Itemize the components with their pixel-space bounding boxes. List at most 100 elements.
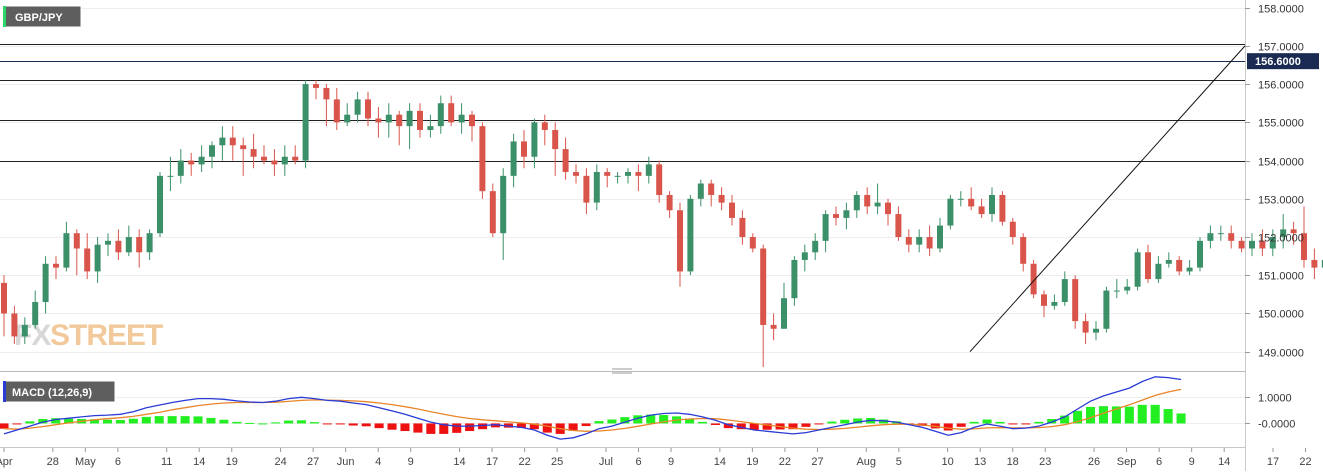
- support-resistance-lines: [0, 44, 1245, 162]
- candle-down: [115, 240, 122, 253]
- candle-up: [1186, 267, 1193, 272]
- date-tick-label: 19: [226, 456, 238, 468]
- price-tick-label: 152.0000: [1258, 233, 1304, 245]
- candle-up: [1269, 237, 1276, 249]
- macd-hist-bar-up: [309, 422, 319, 424]
- macd-hist-bar-up: [620, 417, 630, 424]
- macd-hist-bar-down: [568, 423, 578, 431]
- watermark-street: STREET: [50, 319, 163, 352]
- macd-hist-bar-up: [646, 414, 656, 424]
- macd-hist-bar-up: [1060, 415, 1070, 424]
- candle-up: [531, 122, 538, 157]
- macd-hist-bar-up: [219, 419, 229, 424]
- candle-up: [1249, 240, 1255, 249]
- candle-down: [656, 164, 663, 195]
- candle-up: [916, 237, 923, 245]
- candle-down: [1311, 259, 1318, 268]
- candle-up: [937, 225, 943, 249]
- macd-hist-bar-up: [1163, 409, 1173, 424]
- candle-up: [1103, 290, 1110, 329]
- date-tick-label: 28: [47, 456, 59, 468]
- candle-down: [250, 149, 257, 157]
- macd-hist-bar-down: [452, 423, 462, 433]
- candle-down: [448, 103, 455, 123]
- macd-hist-bar-up: [594, 421, 604, 424]
- macd-badge-accent: [3, 381, 6, 402]
- macd-hist-bar-up: [1085, 406, 1096, 424]
- price-tick-label: 157.0000: [1258, 42, 1304, 54]
- candle-down: [666, 194, 673, 211]
- price-axis: 158.0000 157.0000 156.0000 155.0000 154.0000…: [1245, 4, 1304, 360]
- candle-up: [614, 175, 621, 177]
- candle-up: [42, 263, 49, 303]
- candle-up: [812, 240, 819, 253]
- candle-up: [801, 252, 808, 260]
- candle-up: [1280, 229, 1287, 238]
- macd-hist-bar-up: [1047, 418, 1057, 424]
- date-tick-label: 27: [811, 456, 823, 468]
- price-tick-label: 154.0000: [1258, 157, 1304, 169]
- candle-down: [271, 160, 278, 165]
- candle-up: [687, 198, 694, 272]
- macd-hist-bar-down: [956, 423, 966, 427]
- macd-hist-bar-down: [581, 423, 591, 427]
- candle-up: [989, 194, 995, 215]
- macd-hist-bar-down: [387, 423, 397, 430]
- date-tick-label: 6: [115, 456, 121, 468]
- candle-up: [32, 302, 39, 325]
- price-tick-label: 158.0000: [1258, 4, 1304, 16]
- candle-down: [573, 172, 579, 176]
- candle-up: [1051, 302, 1058, 306]
- last-price-label: 156.6000: [1255, 56, 1301, 68]
- macd-hist-bar-down: [516, 423, 526, 428]
- candle-down: [365, 99, 371, 119]
- date-tick-label: 14: [714, 456, 726, 468]
- candle-down: [729, 202, 735, 218]
- date-tick-label: 14: [453, 456, 465, 468]
- candle-up: [209, 145, 215, 157]
- macd-hist-bar-down: [335, 423, 345, 425]
- candle-up: [354, 99, 361, 115]
- candle-down: [1041, 294, 1047, 306]
- macd-hist-bar-up: [193, 416, 203, 424]
- macd-hist-bar-up: [25, 421, 35, 424]
- macd-hist-bar-up: [659, 415, 669, 424]
- date-tick-label: 19: [746, 456, 758, 468]
- macd-hist-bar-up: [879, 419, 889, 424]
- candle-down: [583, 175, 590, 203]
- macd-hist-bar-up: [141, 416, 151, 424]
- candle-down: [521, 141, 527, 157]
- candle-up: [437, 103, 444, 127]
- candle-up: [957, 198, 964, 200]
- price-tick-label: 149.0000: [1258, 348, 1304, 360]
- candle-up: [1124, 286, 1131, 291]
- candle-down: [552, 129, 559, 150]
- candle-down: [760, 248, 767, 325]
- macd-hist-bar-down: [426, 423, 436, 434]
- macd-hist-bar-up: [271, 422, 281, 424]
- date-tick-label: 22: [518, 456, 530, 468]
- date-tick-label: 17: [486, 456, 498, 468]
- macd-histogram: [0, 404, 1186, 434]
- macd-hist-bar-up: [697, 421, 708, 424]
- candle-up: [146, 233, 153, 253]
- macd-hist-bar-up: [245, 422, 255, 424]
- candle-down: [84, 248, 91, 272]
- candle-up: [157, 175, 163, 234]
- candle-down: [864, 194, 871, 207]
- candle-down: [739, 217, 746, 238]
- macd-hist-bar-down: [0, 423, 9, 429]
- macd-hist-bar-up: [1111, 406, 1121, 424]
- candle-up: [625, 172, 631, 176]
- macd-hist-bar-up: [1150, 404, 1160, 424]
- candle-down: [1, 282, 7, 314]
- candle-up: [510, 141, 517, 176]
- candle-down: [469, 114, 475, 127]
- date-tick-label: 9: [1189, 456, 1195, 468]
- candle-down: [677, 210, 683, 272]
- macd-hist-bar-up: [995, 421, 1005, 424]
- macd-hist-bar-down: [943, 423, 953, 431]
- macd-hist-bar-down: [348, 423, 358, 426]
- macd-hist-bar-up: [1073, 410, 1083, 424]
